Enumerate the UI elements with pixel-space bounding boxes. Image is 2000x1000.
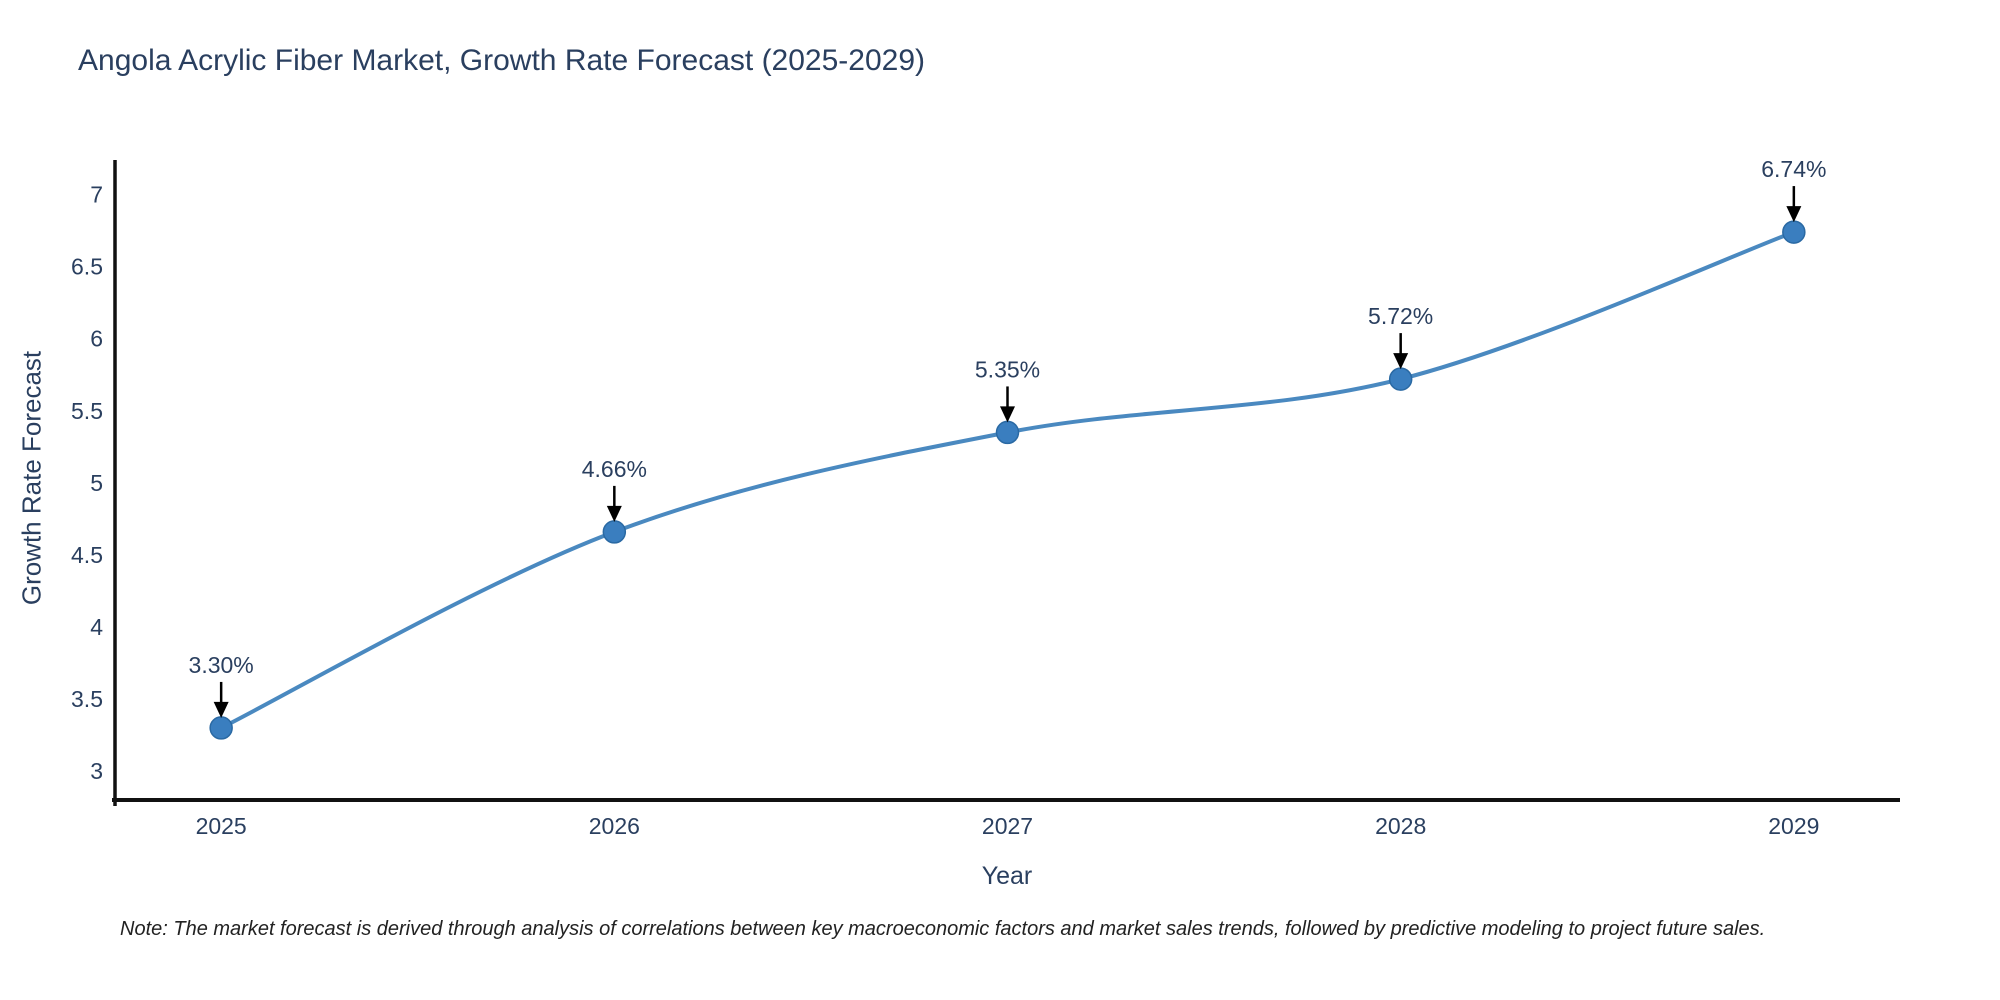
y-tick-label: 3.5 [71, 686, 103, 712]
data-point-marker[interactable] [209, 716, 233, 740]
y-tick-label: 4 [90, 614, 103, 640]
x-tick-label: 2028 [1375, 813, 1426, 839]
y-tick-label: 7 [90, 182, 103, 208]
annotation-arrowhead-icon [1000, 406, 1015, 423]
y-tick-label: 5.5 [71, 398, 103, 424]
x-tick-label: 2029 [1768, 813, 1819, 839]
data-point-marker[interactable] [1388, 367, 1413, 391]
footnote: Note: The market forecast is derived thr… [120, 918, 1766, 940]
y-axis-title: Growth Rate Forecast [16, 350, 47, 606]
data-point-label: 3.30% [189, 652, 254, 678]
chart-title: Angola Acrylic Fiber Market, Growth Rate… [78, 44, 926, 77]
forecast-line [219, 230, 1796, 730]
data-point-marker[interactable] [1782, 220, 1806, 244]
y-tick-label: 4.5 [71, 542, 103, 568]
x-tick-label: 2025 [196, 813, 247, 839]
x-tick-label: 2026 [589, 813, 640, 839]
annotation-arrowhead-icon [213, 701, 229, 718]
annotation-arrowhead-icon [1393, 353, 1409, 370]
data-point-marker[interactable] [602, 520, 627, 544]
annotation-arrowhead-icon [606, 505, 622, 522]
y-tick-label: 6.5 [71, 254, 103, 280]
data-point-label: 4.66% [582, 456, 647, 482]
data-point-label: 6.74% [1761, 156, 1826, 182]
data-point-label: 5.35% [975, 356, 1040, 382]
x-axis-title: Year [981, 862, 1033, 890]
annotation-arrowhead-icon [1786, 206, 1802, 223]
y-tick-label: 3 [90, 758, 103, 784]
y-tick-label: 5 [90, 470, 103, 496]
y-tick-label: 6 [90, 326, 103, 352]
data-point-marker[interactable] [995, 420, 1020, 445]
x-tick-label: 2027 [982, 813, 1033, 839]
data-point-label: 5.72% [1368, 303, 1433, 329]
